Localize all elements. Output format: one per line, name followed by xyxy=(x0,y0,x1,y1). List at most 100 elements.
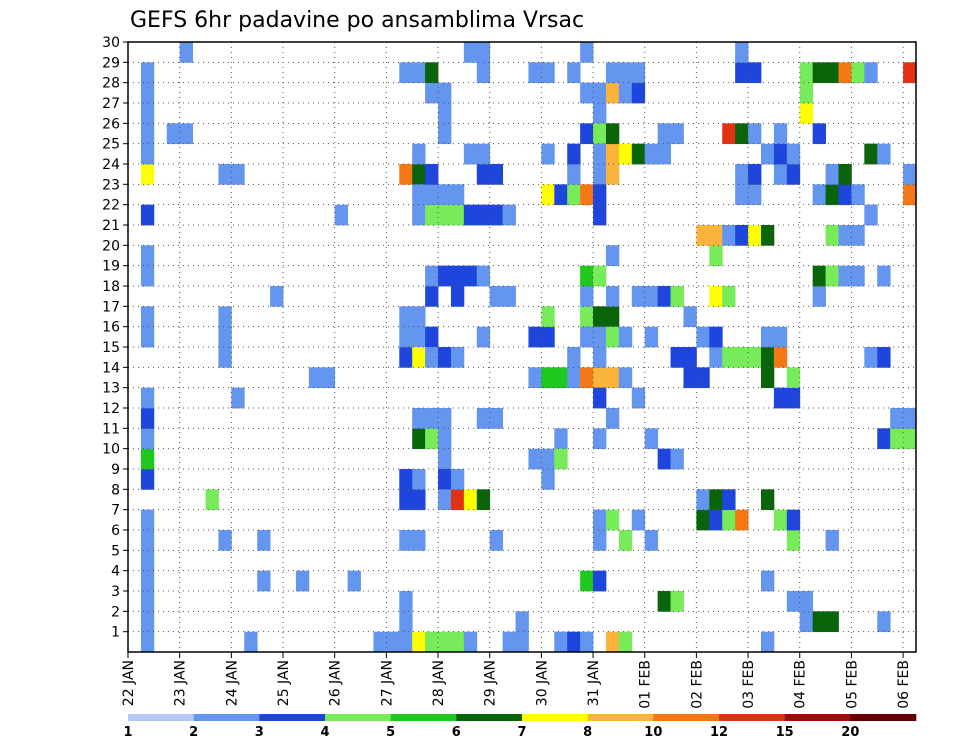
heatmap-cell xyxy=(825,265,839,287)
heatmap-cell xyxy=(218,164,232,185)
colorbar-swatch xyxy=(128,714,194,721)
x-tick-label: 01 FEB xyxy=(638,660,654,709)
plot-frame xyxy=(127,41,917,653)
colorbar-swatch xyxy=(522,714,588,721)
heatmap-cell xyxy=(605,326,620,348)
heatmap-cell xyxy=(425,347,439,368)
heatmap-cell xyxy=(657,591,671,612)
x-axis-ticks: 22 JAN 23 JAN 24 JAN 25 JAN 26 JAN 27 JAN 28 J… xyxy=(121,652,912,709)
heatmap-cell xyxy=(321,367,336,389)
colorbar: 1 2 3 4 5 6 7 8 10 12 15 20 xyxy=(123,714,917,740)
colorbar-label: 8 xyxy=(583,725,592,740)
heatmap-cell xyxy=(438,204,452,226)
heatmap-cell xyxy=(773,164,788,185)
heatmap-cell xyxy=(825,164,839,185)
heatmap-cell xyxy=(851,225,865,246)
heatmap-cell xyxy=(605,123,620,145)
heatmap-cell xyxy=(593,184,607,206)
heatmap-cell xyxy=(618,143,633,165)
heatmap-cell xyxy=(812,265,826,287)
heatmap-cell xyxy=(851,265,865,287)
colorbar-label: 1 xyxy=(123,725,132,740)
y-tick-label: 8 xyxy=(111,482,120,498)
heatmap-cell xyxy=(735,347,749,368)
heatmap-cell xyxy=(438,448,452,470)
heatmap-cell xyxy=(799,103,814,124)
heatmap-cell xyxy=(825,611,839,633)
y-tick-label: 11 xyxy=(102,421,120,437)
heatmap-cell xyxy=(450,286,465,307)
heatmap-cell xyxy=(140,204,155,226)
y-tick-label: 12 xyxy=(102,401,120,417)
heatmap-cell xyxy=(812,184,826,206)
heatmap-cell xyxy=(593,326,607,348)
heatmap-cell xyxy=(748,184,762,206)
heatmap-cell xyxy=(593,509,607,531)
heatmap-cell xyxy=(425,204,439,226)
heatmap-cell xyxy=(657,286,671,307)
heatmap-cell xyxy=(412,204,426,226)
heatmap-cell xyxy=(877,265,891,287)
heatmap-cell xyxy=(605,143,620,165)
y-tick-label: 19 xyxy=(102,259,120,275)
heatmap-cell xyxy=(567,143,581,165)
heatmap-cell xyxy=(760,631,775,653)
heatmap-cell xyxy=(399,306,413,328)
heatmap-cell xyxy=(476,204,491,226)
colorbar-swatch xyxy=(784,714,851,721)
heatmap-cell xyxy=(593,265,607,287)
heatmap-cell xyxy=(257,570,271,592)
heatmap-cell xyxy=(463,204,478,226)
heatmap-cell xyxy=(760,143,775,165)
heatmap-cell xyxy=(399,347,413,368)
heatmap-cell xyxy=(631,387,646,409)
heatmap-cell xyxy=(438,428,452,450)
heatmap-cell xyxy=(605,408,620,429)
heatmap-cell xyxy=(425,408,439,429)
heatmap-cell xyxy=(541,62,555,84)
x-tick-label: 03 FEB xyxy=(741,660,757,709)
heatmap-cell xyxy=(399,591,413,612)
y-tick-label: 20 xyxy=(102,238,120,254)
heatmap-cell xyxy=(877,611,891,633)
colorbar-swatch xyxy=(850,714,917,721)
x-tick-label: 24 JAN xyxy=(224,660,240,706)
heatmap-cell xyxy=(760,570,775,592)
heatmap-cell xyxy=(140,82,155,104)
heatmap-cell xyxy=(760,347,775,368)
heatmap-cell xyxy=(735,509,749,531)
heatmap-cell xyxy=(140,631,155,653)
heatmap-cell xyxy=(140,408,155,429)
heatmap-cell xyxy=(528,326,542,348)
heatmap-cell xyxy=(567,347,581,368)
heatmap-cell xyxy=(644,286,659,307)
heatmap-cell xyxy=(450,265,465,287)
colorbar-label: 3 xyxy=(255,725,264,740)
heatmap-cell xyxy=(593,306,607,328)
colorbar-label: 2 xyxy=(189,725,198,740)
heatmap-cell xyxy=(412,143,426,165)
chart-title: GEFS 6hr padavine po ansamblima Vrsac xyxy=(130,8,584,33)
heatmap-cell xyxy=(554,367,568,389)
heatmap-cell xyxy=(722,286,736,307)
heatmap-cell xyxy=(773,123,788,145)
x-tick-label: 28 JAN xyxy=(431,660,447,706)
heatmap-cell xyxy=(593,428,607,450)
colorbar-swatch xyxy=(325,714,391,721)
heatmap-cell xyxy=(218,306,232,328)
heatmap-cell xyxy=(605,286,620,307)
heatmap-cell xyxy=(593,143,607,165)
heatmap-cell xyxy=(722,509,736,531)
heatmap-cell xyxy=(838,265,852,287)
heatmap-cell xyxy=(438,408,452,429)
heatmap-cell xyxy=(812,62,826,84)
heatmap-cell xyxy=(412,184,426,206)
heatmap-cell xyxy=(140,591,155,612)
x-tick-label: 04 FEB xyxy=(793,660,809,709)
heatmap-cell xyxy=(618,326,633,348)
y-tick-label: 27 xyxy=(102,96,120,112)
heatmap-cell xyxy=(735,164,749,185)
heatmap-cell xyxy=(528,448,542,470)
